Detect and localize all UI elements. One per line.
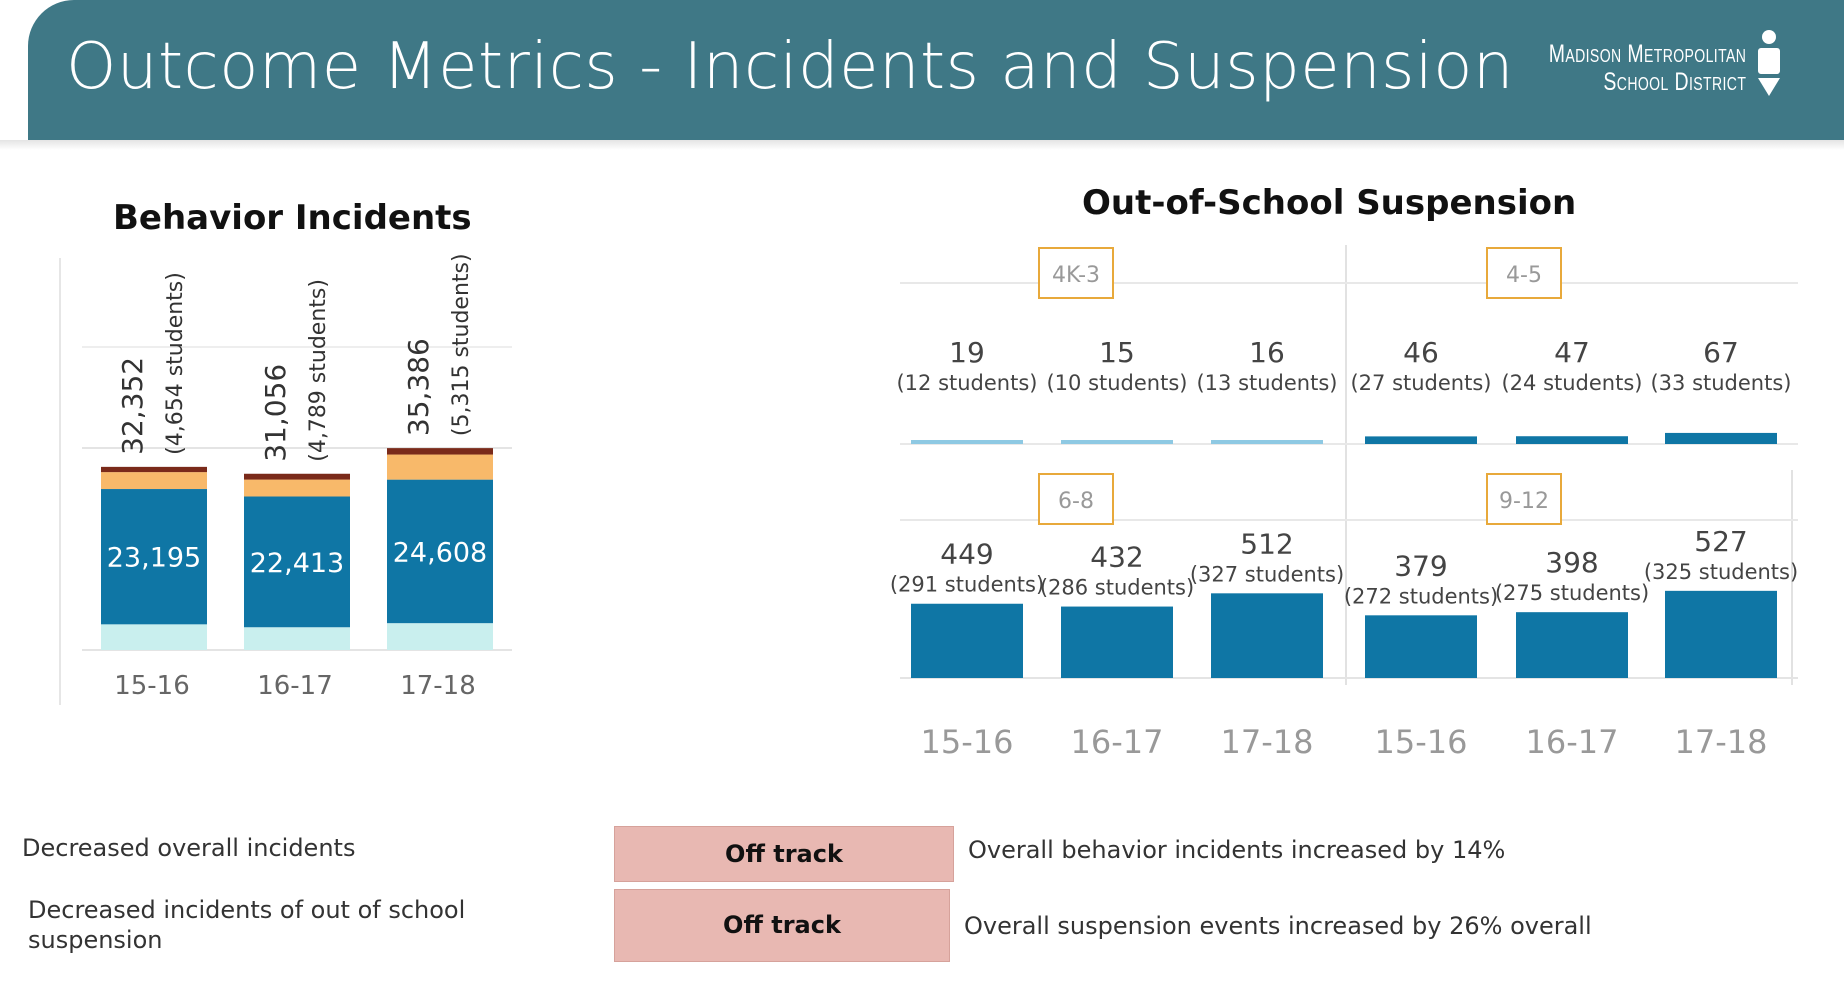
bar-segment-main bbox=[387, 479, 493, 624]
bar-students-label: (33 students) bbox=[1650, 371, 1791, 395]
suspension-bar bbox=[911, 603, 1023, 678]
behavior-chart-title: Behavior Incidents bbox=[113, 198, 472, 238]
page-title: Outcome Metrics - Incidents and Suspensi… bbox=[66, 30, 1514, 104]
x-tick-label: 16-17 bbox=[257, 671, 333, 701]
status-badge-1: Off track bbox=[614, 826, 954, 882]
suspension-bar bbox=[1516, 436, 1628, 444]
suspension-chart-title: Out-of-School Suspension bbox=[1082, 183, 1577, 223]
bar-value-label: 46 bbox=[1403, 336, 1439, 369]
bar-total-label: 31,056 bbox=[259, 364, 292, 462]
bar-value-label: 23,195 bbox=[107, 543, 201, 574]
panel-label: 4K-3 bbox=[1052, 263, 1100, 288]
x-tick-label: 15-16 bbox=[1375, 723, 1468, 761]
bar-value-label: 527 bbox=[1694, 525, 1747, 558]
suspension-bar bbox=[1665, 590, 1777, 678]
bar-students-label: (286 students) bbox=[1040, 576, 1194, 600]
panel-label: 9-12 bbox=[1499, 489, 1549, 514]
bar-segment-main bbox=[244, 496, 350, 628]
bar-value-label: 24,608 bbox=[393, 537, 487, 568]
suspension-bar bbox=[1211, 593, 1323, 678]
panel-label-box bbox=[1038, 473, 1114, 525]
bar-value-label: 16 bbox=[1249, 336, 1285, 369]
detail-text-2: Overall suspension events increased by 2… bbox=[964, 912, 1592, 940]
bar-students-label: (325 students) bbox=[1644, 560, 1798, 584]
bar-value-label: 432 bbox=[1090, 541, 1143, 574]
bar-segment-dark bbox=[387, 448, 493, 455]
behavior-incidents-chart: 23,195 32,352 (4,654 students) 15-16 22,413 3… bbox=[0, 240, 560, 720]
suspension-bar bbox=[1665, 432, 1777, 444]
bar-value-label: 19 bbox=[949, 336, 985, 369]
panel-label: 4-5 bbox=[1506, 263, 1542, 288]
panel-label-box bbox=[1486, 473, 1562, 525]
x-tick-label: 15-16 bbox=[921, 723, 1014, 761]
bar-students-label: (13 students) bbox=[1196, 371, 1337, 395]
logo-line-2: School District bbox=[1603, 68, 1746, 96]
bar-segment-dark bbox=[101, 466, 207, 473]
bar-students-label: (27 students) bbox=[1350, 371, 1491, 395]
goal-text-1: Decreased overall incidents bbox=[22, 834, 356, 862]
bar-students-label: (4,654 students) bbox=[163, 272, 188, 455]
x-tick-label: 15-16 bbox=[114, 671, 190, 701]
x-tick-label: 17-18 bbox=[1221, 723, 1314, 761]
x-tick-label: 16-17 bbox=[1071, 723, 1164, 761]
bar-value-label: 398 bbox=[1545, 546, 1598, 579]
suspension-bar bbox=[1365, 615, 1477, 678]
bar-students-label: (12 students) bbox=[896, 371, 1037, 395]
suspension-bar bbox=[1061, 440, 1173, 444]
bar-value-label: 379 bbox=[1394, 549, 1447, 582]
x-tick-label: 17-18 bbox=[400, 671, 476, 701]
panel-label: 6-8 bbox=[1058, 489, 1094, 514]
bar-segment-light bbox=[387, 623, 493, 650]
bar-segment-dark bbox=[244, 473, 350, 480]
bar-students-label: (5,315 students) bbox=[449, 253, 474, 436]
panel-label-box bbox=[1038, 247, 1114, 299]
bar-students-label: (327 students) bbox=[1190, 562, 1344, 586]
pencil-logo-icon bbox=[1758, 30, 1780, 96]
bar-students-label: (291 students) bbox=[890, 573, 1044, 597]
suspension-bar bbox=[1211, 440, 1323, 444]
bar-segment-orange bbox=[101, 472, 207, 490]
bar-students-label: (10 students) bbox=[1046, 371, 1187, 395]
bar-value-label: 449 bbox=[940, 538, 993, 571]
goal-text-2: Decreased incidents of out of school sus… bbox=[28, 896, 466, 954]
logo-line-1: Madison Metropolitan bbox=[1548, 40, 1746, 68]
x-tick-label: 16-17 bbox=[1526, 723, 1619, 761]
bar-segment-main bbox=[101, 489, 207, 625]
detail-text-1: Overall behavior incidents increased by … bbox=[968, 836, 1506, 864]
bar-segment-orange bbox=[387, 454, 493, 480]
bar-value-label: 512 bbox=[1240, 527, 1293, 560]
bar-total-label: 35,386 bbox=[402, 338, 435, 436]
status-badge-2: Off track bbox=[614, 889, 950, 962]
suspension-bar bbox=[1061, 606, 1173, 678]
bar-students-label: (24 students) bbox=[1501, 371, 1642, 395]
header-shadow bbox=[0, 140, 1844, 150]
suspension-bar bbox=[911, 440, 1023, 444]
panel-label-box bbox=[1486, 247, 1562, 299]
bar-segment-orange bbox=[244, 479, 350, 497]
bar-students-label: (272 students) bbox=[1344, 584, 1498, 608]
bar-segment-light bbox=[244, 627, 350, 650]
bar-students-label: (275 students) bbox=[1495, 581, 1649, 605]
bar-students-label: (4,789 students) bbox=[306, 279, 331, 462]
header-banner bbox=[28, 0, 1844, 147]
suspension-bar bbox=[1365, 436, 1477, 444]
suspension-chart: 4K-3 19 (12 students) 15 (10 students) 16 (13 … bbox=[880, 230, 1810, 790]
bar-value-label: 67 bbox=[1703, 336, 1739, 369]
bar-value-label: 22,413 bbox=[250, 548, 344, 579]
suspension-bar bbox=[1516, 612, 1628, 678]
district-logo: Madison Metropolitan School District bbox=[1493, 40, 1746, 96]
bar-value-label: 15 bbox=[1099, 336, 1135, 369]
bar-value-label: 47 bbox=[1554, 336, 1590, 369]
bar-total-label: 32,352 bbox=[116, 357, 149, 455]
bar-segment-light bbox=[101, 624, 207, 650]
x-tick-label: 17-18 bbox=[1675, 723, 1768, 761]
